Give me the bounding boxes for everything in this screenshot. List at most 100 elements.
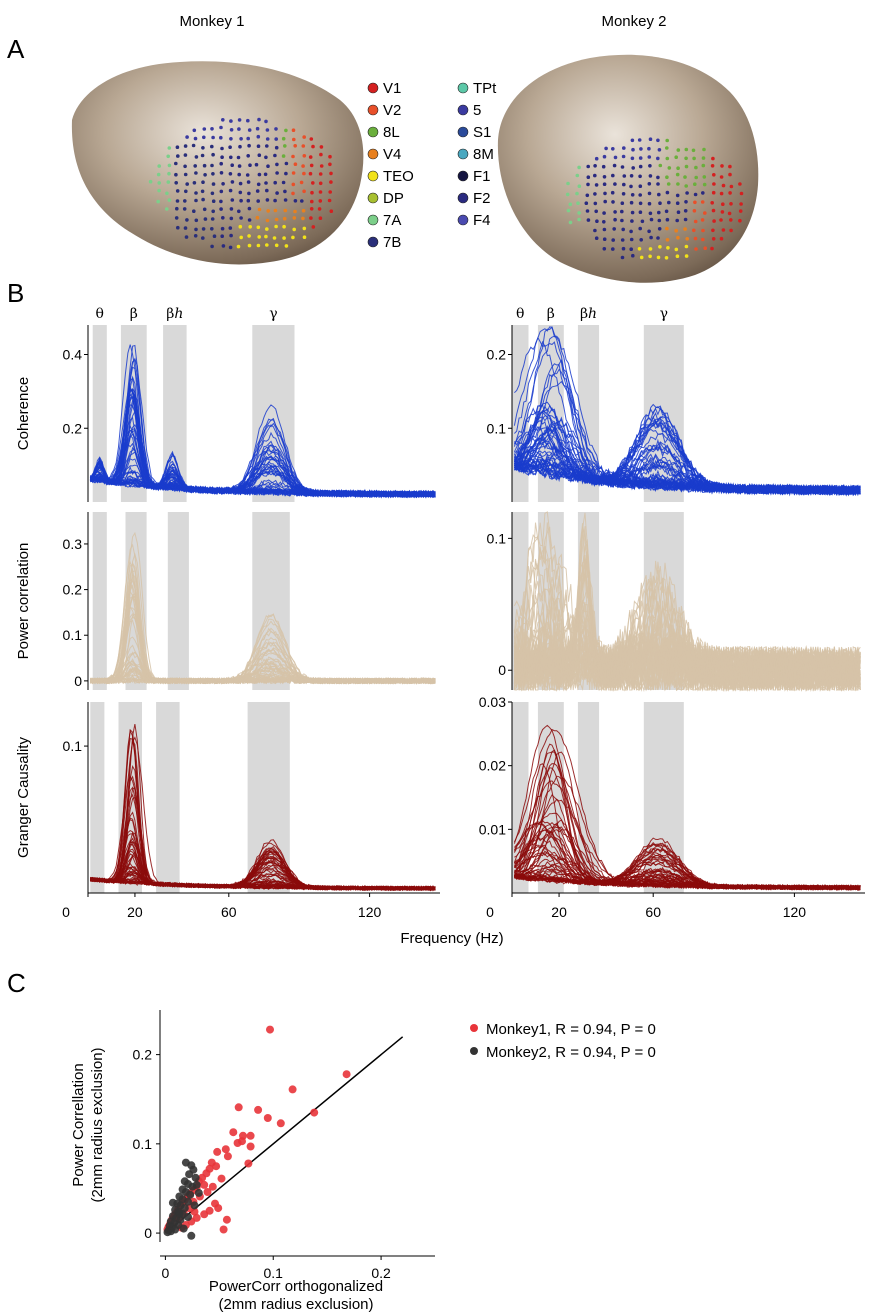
electrode xyxy=(694,175,698,180)
electrode xyxy=(702,147,706,152)
electrode xyxy=(577,211,581,215)
electrode xyxy=(229,137,233,141)
electrode xyxy=(701,237,705,242)
electrode xyxy=(665,146,669,150)
freq-band-3 xyxy=(247,702,290,893)
electrode xyxy=(683,209,688,213)
freq-band-0 xyxy=(92,512,107,690)
electrode xyxy=(638,210,643,214)
electrodes-monkey1 xyxy=(148,117,334,250)
electrode xyxy=(309,137,314,141)
legend-marker-monkey2 xyxy=(470,1047,478,1055)
electrode xyxy=(221,244,226,248)
electrode xyxy=(175,189,180,193)
electrode xyxy=(594,236,599,240)
electrode xyxy=(647,229,651,234)
scatter-point xyxy=(187,1231,196,1240)
electrode xyxy=(665,175,669,179)
electrode xyxy=(194,227,198,232)
monkey2-title: Monkey 2 xyxy=(601,13,666,30)
electrode xyxy=(721,202,725,206)
electrode xyxy=(611,173,615,178)
x-tick-label: 120 xyxy=(783,904,807,920)
x-tick-label: 120 xyxy=(358,904,382,920)
electrode xyxy=(228,172,233,176)
electrode xyxy=(148,179,153,184)
curve-power xyxy=(89,620,436,685)
electrode xyxy=(256,225,261,230)
electrode xyxy=(201,180,205,184)
electrode xyxy=(620,201,625,205)
scatter-point xyxy=(185,1170,194,1179)
electrode xyxy=(265,243,269,247)
scatter-x-tick-label: 0 xyxy=(161,1265,169,1281)
electrode xyxy=(274,137,279,141)
electrode xyxy=(719,218,723,222)
electrode xyxy=(738,218,742,223)
scatter-point xyxy=(342,1070,351,1079)
electrode xyxy=(719,236,724,241)
electrode xyxy=(631,253,635,258)
electrode xyxy=(658,163,663,168)
scatter-point xyxy=(194,1188,203,1197)
electrode xyxy=(701,228,705,233)
electrode xyxy=(167,146,172,150)
electrode xyxy=(711,208,716,213)
electrode xyxy=(210,217,215,221)
electrode xyxy=(301,208,306,213)
electrode xyxy=(166,180,171,184)
electrode xyxy=(675,193,680,198)
legend-label-7b: 7B xyxy=(383,234,401,251)
electrode xyxy=(255,189,260,193)
electrode xyxy=(720,164,724,168)
electrode xyxy=(257,172,262,177)
curve-coherence xyxy=(514,414,861,496)
electrode xyxy=(200,189,205,194)
electrode xyxy=(230,198,235,202)
electrode xyxy=(221,182,225,186)
electrode xyxy=(602,227,607,232)
electrode xyxy=(595,219,599,223)
electrode xyxy=(727,211,732,216)
electrode xyxy=(630,193,635,197)
electrode xyxy=(675,254,680,258)
electrode xyxy=(594,183,599,187)
electrode xyxy=(620,238,625,242)
electrode xyxy=(585,193,590,198)
electrode xyxy=(176,225,180,230)
electrode xyxy=(329,209,334,213)
electrode xyxy=(219,189,224,194)
electrode xyxy=(657,148,662,152)
electrode xyxy=(700,218,705,222)
electrode xyxy=(273,208,278,213)
electrode xyxy=(246,118,250,123)
electrode xyxy=(273,153,277,158)
electrode xyxy=(247,234,251,238)
electrode xyxy=(667,200,671,205)
electrode xyxy=(228,145,232,149)
electrode xyxy=(319,145,324,149)
electrode xyxy=(630,138,635,143)
electrode xyxy=(711,156,715,161)
band-label: γ xyxy=(660,306,668,322)
electrode xyxy=(210,144,214,149)
electrode xyxy=(692,209,697,213)
electrode xyxy=(568,220,573,225)
freq-band-2 xyxy=(577,702,600,893)
band-label: θ xyxy=(516,306,524,322)
electrode xyxy=(693,219,698,224)
electrode xyxy=(729,218,733,222)
legend-marker-teo xyxy=(367,170,379,182)
electrode xyxy=(684,156,688,161)
electrode xyxy=(210,127,214,131)
electrode xyxy=(683,217,688,222)
electrode xyxy=(257,153,262,157)
curve-power xyxy=(513,601,861,692)
scatter-point xyxy=(163,1228,172,1237)
scatter-point xyxy=(180,1204,189,1213)
electrode xyxy=(703,246,707,250)
electrode xyxy=(577,217,581,222)
electrode xyxy=(238,224,243,229)
freq-band-2 xyxy=(163,325,187,502)
electrode xyxy=(318,199,323,203)
